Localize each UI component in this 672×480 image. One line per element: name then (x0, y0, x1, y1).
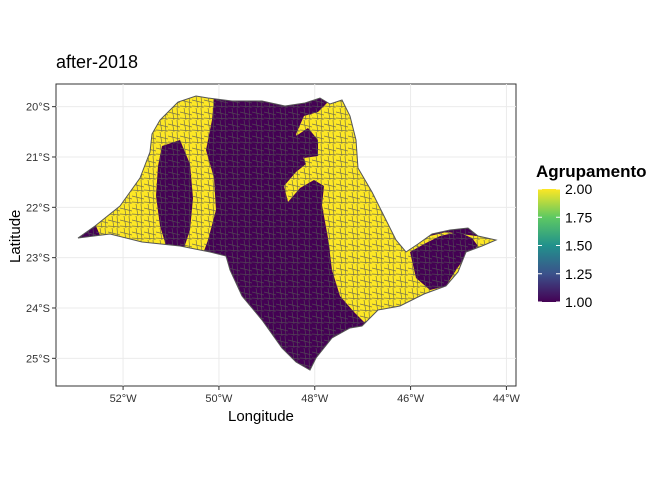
x-axis-label: Longitude (228, 408, 294, 425)
y-tick-label: 22°S (26, 202, 50, 214)
y-tick-label: 25°S (26, 353, 50, 365)
legend-tick-label: 1.50 (565, 238, 592, 254)
legend-tick-label: 1.75 (565, 209, 592, 225)
legend-colorbar (538, 189, 560, 302)
y-tick-label: 21°S (26, 152, 50, 164)
y-axis-ticks: 20°S 21°S 22°S 23°S 24°S 25°S (26, 102, 56, 365)
x-tick-label: 44°W (493, 393, 521, 405)
legend-title: Agrupamento (536, 162, 647, 181)
y-tick-label: 23°S (26, 253, 50, 265)
x-axis-ticks: 52°W 50°W 48°W 46°W 44°W (110, 386, 521, 405)
y-tick-label: 24°S (26, 303, 50, 315)
y-tick-label: 20°S (26, 102, 50, 114)
map-title: after-2018 (56, 52, 139, 72)
legend-tick-label: 1.00 (565, 294, 592, 310)
legend-ticks: 2.00 1.75 1.50 1.25 1.00 (538, 181, 592, 310)
x-tick-label: 50°W (205, 393, 233, 405)
legend-tick-label: 2.00 (565, 181, 592, 197)
state-outline (77, 95, 498, 371)
x-tick-label: 46°W (397, 393, 425, 405)
x-tick-label: 48°W (301, 393, 329, 405)
x-tick-label: 52°W (110, 393, 138, 405)
legend-tick-label: 1.25 (565, 266, 592, 282)
